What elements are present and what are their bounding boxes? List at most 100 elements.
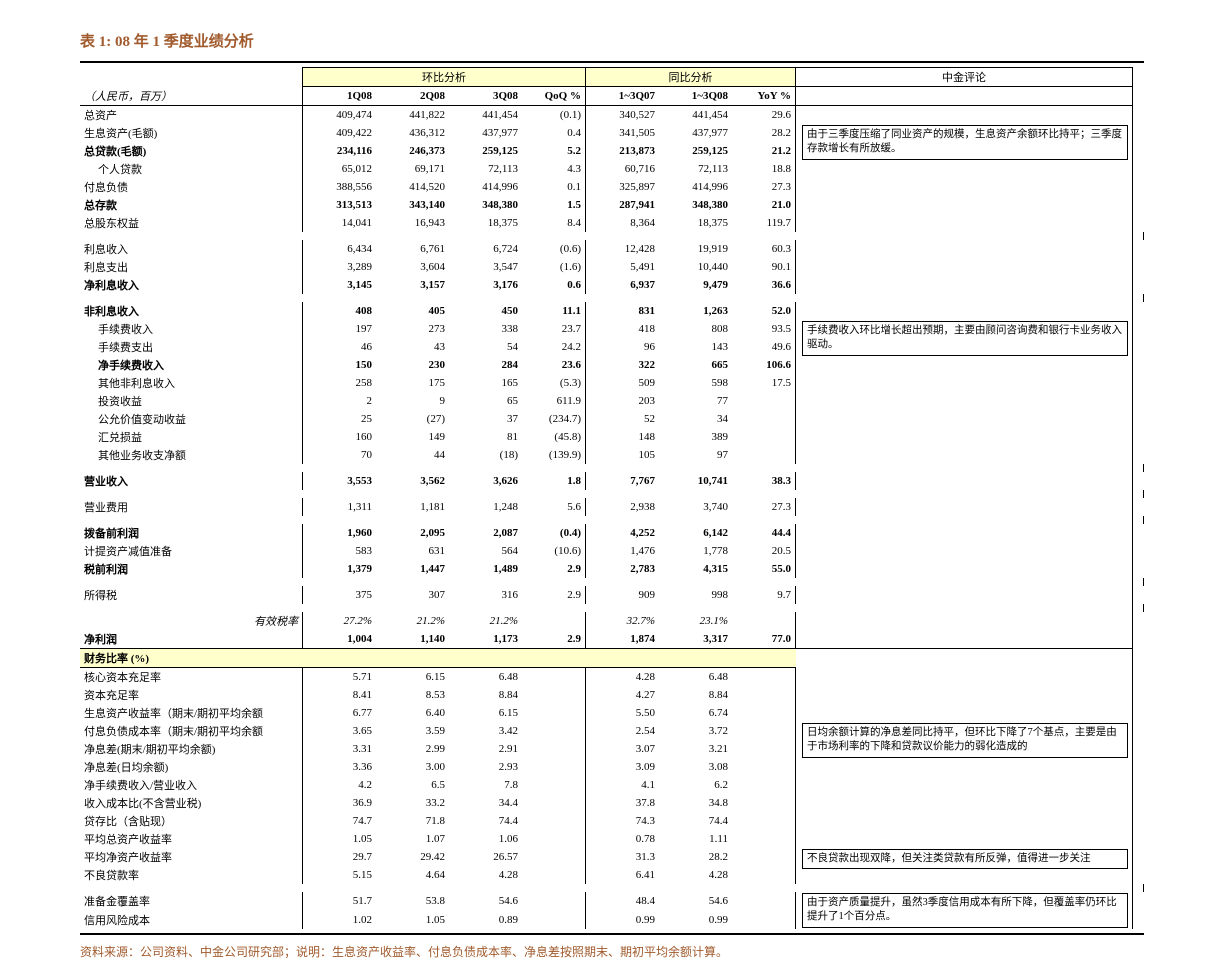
data-cell (522, 794, 586, 812)
data-cell (732, 848, 796, 866)
row-label: 净利润 (80, 630, 303, 649)
table-row: 所得税3753073162.99099989.7 (80, 586, 1144, 604)
data-cell: 343,140 (376, 196, 449, 214)
data-cell: 28.2 (732, 124, 796, 142)
data-cell: 197 (303, 320, 377, 338)
data-cell: 52 (586, 410, 660, 428)
data-cell: 72,113 (659, 160, 732, 178)
data-cell: 5,491 (586, 258, 660, 276)
data-cell (522, 910, 586, 929)
data-cell: 1,248 (449, 498, 522, 516)
data-cell: 29.6 (732, 105, 796, 124)
table-row: 平均总资产收益率1.051.071.060.781.11 (80, 830, 1144, 848)
row-label: 公允价值变动收益 (80, 410, 303, 428)
data-cell: 441,454 (659, 105, 732, 124)
data-cell: 25 (303, 410, 377, 428)
data-cell: 10,741 (659, 472, 732, 490)
row-label: 平均总资产收益率 (80, 830, 303, 848)
data-cell: 65,012 (303, 160, 377, 178)
table-row: 收入成本比(不含营业税)36.933.234.437.834.8 (80, 794, 1144, 812)
data-cell: 3,176 (449, 276, 522, 294)
data-cell: (234.7) (522, 410, 586, 428)
data-cell: 408 (303, 302, 377, 320)
data-cell: 36.6 (732, 276, 796, 294)
data-cell: 4.28 (586, 667, 660, 686)
data-cell: 46 (303, 338, 377, 356)
data-cell: 418 (586, 320, 660, 338)
data-cell: 409,474 (303, 105, 377, 124)
data-cell: (5.3) (522, 374, 586, 392)
data-cell: 998 (659, 586, 732, 604)
data-cell: 1,489 (449, 560, 522, 578)
data-cell: 3.59 (376, 722, 449, 740)
data-cell (732, 686, 796, 704)
row-label: 手续费收入 (80, 320, 303, 338)
row-label: 个人贷款 (80, 160, 303, 178)
data-cell (522, 667, 586, 686)
data-cell: 18.8 (732, 160, 796, 178)
data-cell (732, 392, 796, 410)
data-cell (732, 892, 796, 911)
table-row: 核心资本充足率5.716.156.484.286.48 (80, 667, 1144, 686)
data-cell: 27.2% (303, 612, 377, 630)
data-cell: 106.6 (732, 356, 796, 374)
data-cell (522, 848, 586, 866)
data-cell (732, 794, 796, 812)
row-label: 生息资产(毛额) (80, 124, 303, 142)
data-cell: 27.3 (732, 178, 796, 196)
data-cell: 441,454 (449, 105, 522, 124)
row-label: 税前利润 (80, 560, 303, 578)
data-cell: 1,004 (303, 630, 377, 649)
data-cell: 3,553 (303, 472, 377, 490)
data-cell: 1,311 (303, 498, 377, 516)
data-cell: 230 (376, 356, 449, 374)
data-cell: 54.6 (659, 892, 732, 911)
data-cell: 8.53 (376, 686, 449, 704)
data-cell: 2.54 (586, 722, 660, 740)
data-cell: 1,476 (586, 542, 660, 560)
row-label: 信用风险成本 (80, 910, 303, 929)
data-cell: 4.28 (659, 866, 732, 884)
data-cell: 4.3 (522, 160, 586, 178)
data-cell: 4.64 (376, 866, 449, 884)
table-row (80, 884, 1144, 892)
row-label: 净息差(日均余额) (80, 758, 303, 776)
data-cell: 74.4 (659, 812, 732, 830)
row-label: 不良贷款率 (80, 866, 303, 884)
table-row: 生息资产收益率（期末/期初平均余额6.776.406.155.506.74 (80, 704, 1144, 722)
comment-box: 不良贷款出现双降，但关注类贷款有所反弹，值得进一步关注 (802, 849, 1128, 870)
data-cell: 6,761 (376, 240, 449, 258)
unit-label: （人民币，百万） (80, 87, 303, 106)
data-cell: 3,626 (449, 472, 522, 490)
data-cell: 1.06 (449, 830, 522, 848)
data-cell: 1,140 (376, 630, 449, 649)
table-row: 非利息收入40840545011.18311,26352.0 (80, 302, 1144, 320)
data-cell: 831 (586, 302, 660, 320)
data-cell: 6.15 (449, 704, 522, 722)
data-cell: 33.2 (376, 794, 449, 812)
table-row: 其他业务收支净额7044(18)(139.9)10597 (80, 446, 1144, 464)
row-label: 所得税 (80, 586, 303, 604)
col-header: 3Q08 (449, 87, 522, 106)
data-cell: 8.84 (449, 686, 522, 704)
table-row: 资本充足率8.418.538.844.278.84 (80, 686, 1144, 704)
data-cell: 0.1 (522, 178, 586, 196)
data-cell: 1,874 (586, 630, 660, 649)
data-cell: (27) (376, 410, 449, 428)
group-header-comment: 中金评论 (796, 68, 1133, 87)
table-row: 拨备前利润1,9602,0952,087(0.4)4,2526,14244.4 (80, 524, 1144, 542)
data-cell (522, 740, 586, 758)
data-cell: 259,125 (449, 142, 522, 160)
data-cell: 29.7 (303, 848, 377, 866)
data-cell: 259,125 (659, 142, 732, 160)
data-cell: 598 (659, 374, 732, 392)
data-cell: 611.9 (522, 392, 586, 410)
data-cell: (10.6) (522, 542, 586, 560)
data-cell: 4.1 (586, 776, 660, 794)
col-header: 2Q08 (376, 87, 449, 106)
table-row: 汇兑损益16014981(45.8)148389 (80, 428, 1144, 446)
comment-box: 由于资产质量提升，虽然3季度信用成本有所下降，但覆盖率仍环比提升了1个百分点。 (802, 893, 1128, 928)
data-cell: 0.6 (522, 276, 586, 294)
data-cell: 450 (449, 302, 522, 320)
data-cell: 77 (659, 392, 732, 410)
